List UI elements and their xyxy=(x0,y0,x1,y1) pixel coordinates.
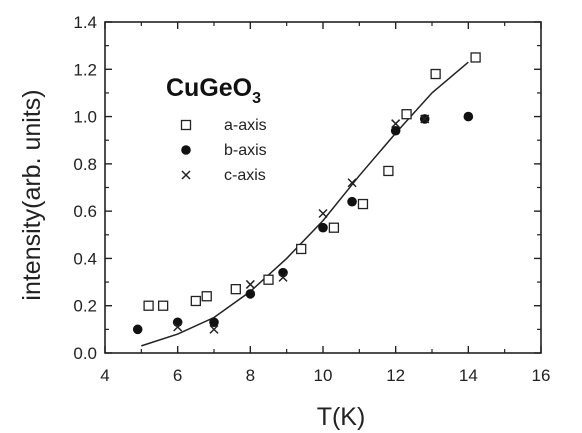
c-axis-point xyxy=(245,279,255,289)
b-axis-point xyxy=(132,324,143,335)
x-axis-label: T(K) xyxy=(317,403,366,431)
y-tick-label: 0.0 xyxy=(73,344,97,363)
y-tick-label: 1.2 xyxy=(73,60,97,79)
y-axis-label: intensity(arb. units) xyxy=(18,89,46,300)
fit-curve xyxy=(141,61,469,347)
chart-labels: T(K) intensity(arb. units) CuGeO3 xyxy=(18,74,365,431)
b-axis-point xyxy=(172,317,183,328)
b-axis-point xyxy=(278,267,288,278)
y-tick-label: 1.4 xyxy=(73,13,97,32)
x-tick-label: 6 xyxy=(173,366,182,385)
x-tick-label: 4 xyxy=(100,366,109,385)
x-tick-label: 16 xyxy=(532,366,551,385)
a-axis-point xyxy=(190,295,201,307)
b-axis-point xyxy=(209,317,219,328)
legend: a-axis b-axis c-axis xyxy=(180,117,267,184)
a-axis-point xyxy=(263,274,274,285)
y-tick-label: 0.6 xyxy=(73,202,97,221)
data-marks xyxy=(132,52,481,335)
legend-label-c-axis: c-axis xyxy=(224,167,266,184)
c-axis-point xyxy=(420,114,430,124)
a-axis-point xyxy=(401,109,412,120)
a-axis-point xyxy=(296,243,307,255)
a-axis-point xyxy=(143,300,154,311)
b-axis-point xyxy=(318,222,328,233)
compound-main: CuGeO xyxy=(166,74,252,102)
c-axis-point xyxy=(209,324,219,334)
c-axis-point xyxy=(278,272,288,282)
y-tick-label: 0.8 xyxy=(73,155,97,174)
y-tick-label: 1.0 xyxy=(73,108,97,127)
a-axis-point xyxy=(383,165,394,177)
a-axis-point xyxy=(357,198,369,210)
c-axis-point xyxy=(318,208,328,219)
y-tick-label: 0.4 xyxy=(73,249,97,268)
fit-curve-group xyxy=(141,61,469,347)
b-axis-point xyxy=(463,111,474,122)
a-axis-point xyxy=(230,284,241,295)
compound-annotation: CuGeO3 xyxy=(166,74,261,107)
legend-marker-c-axis xyxy=(181,170,191,180)
a-axis-point xyxy=(470,52,481,63)
a-axis-point xyxy=(157,300,169,311)
x-tick-label: 14 xyxy=(459,366,478,385)
a-axis-point xyxy=(328,222,340,233)
b-axis-point xyxy=(390,125,401,136)
compound-subscript: 3 xyxy=(252,90,261,107)
plot-frame xyxy=(104,21,542,354)
b-axis-point xyxy=(347,196,357,207)
c-axis-point xyxy=(173,322,183,332)
y-tick-label: 0.2 xyxy=(73,297,97,316)
x-tick-label: 12 xyxy=(386,366,405,385)
c-axis-point xyxy=(391,119,401,129)
legend-marker-b-axis xyxy=(181,145,191,155)
b-axis-point xyxy=(245,289,256,299)
legend-label-a-axis: a-axis xyxy=(224,117,267,134)
x-tick-label: 8 xyxy=(246,366,255,385)
a-axis-point xyxy=(201,291,212,302)
chart-axes: 4 6 8 10 12 14 16 0.0 0.2 0.4 0.6 0.8 1.0 1.2 1.4 xyxy=(73,13,550,385)
a-axis-point xyxy=(430,68,441,80)
x-tick-label: 10 xyxy=(314,366,333,385)
c-axis-point xyxy=(347,178,357,188)
legend-marker-a-axis xyxy=(180,119,192,131)
legend-label-b-axis: b-axis xyxy=(224,142,267,159)
